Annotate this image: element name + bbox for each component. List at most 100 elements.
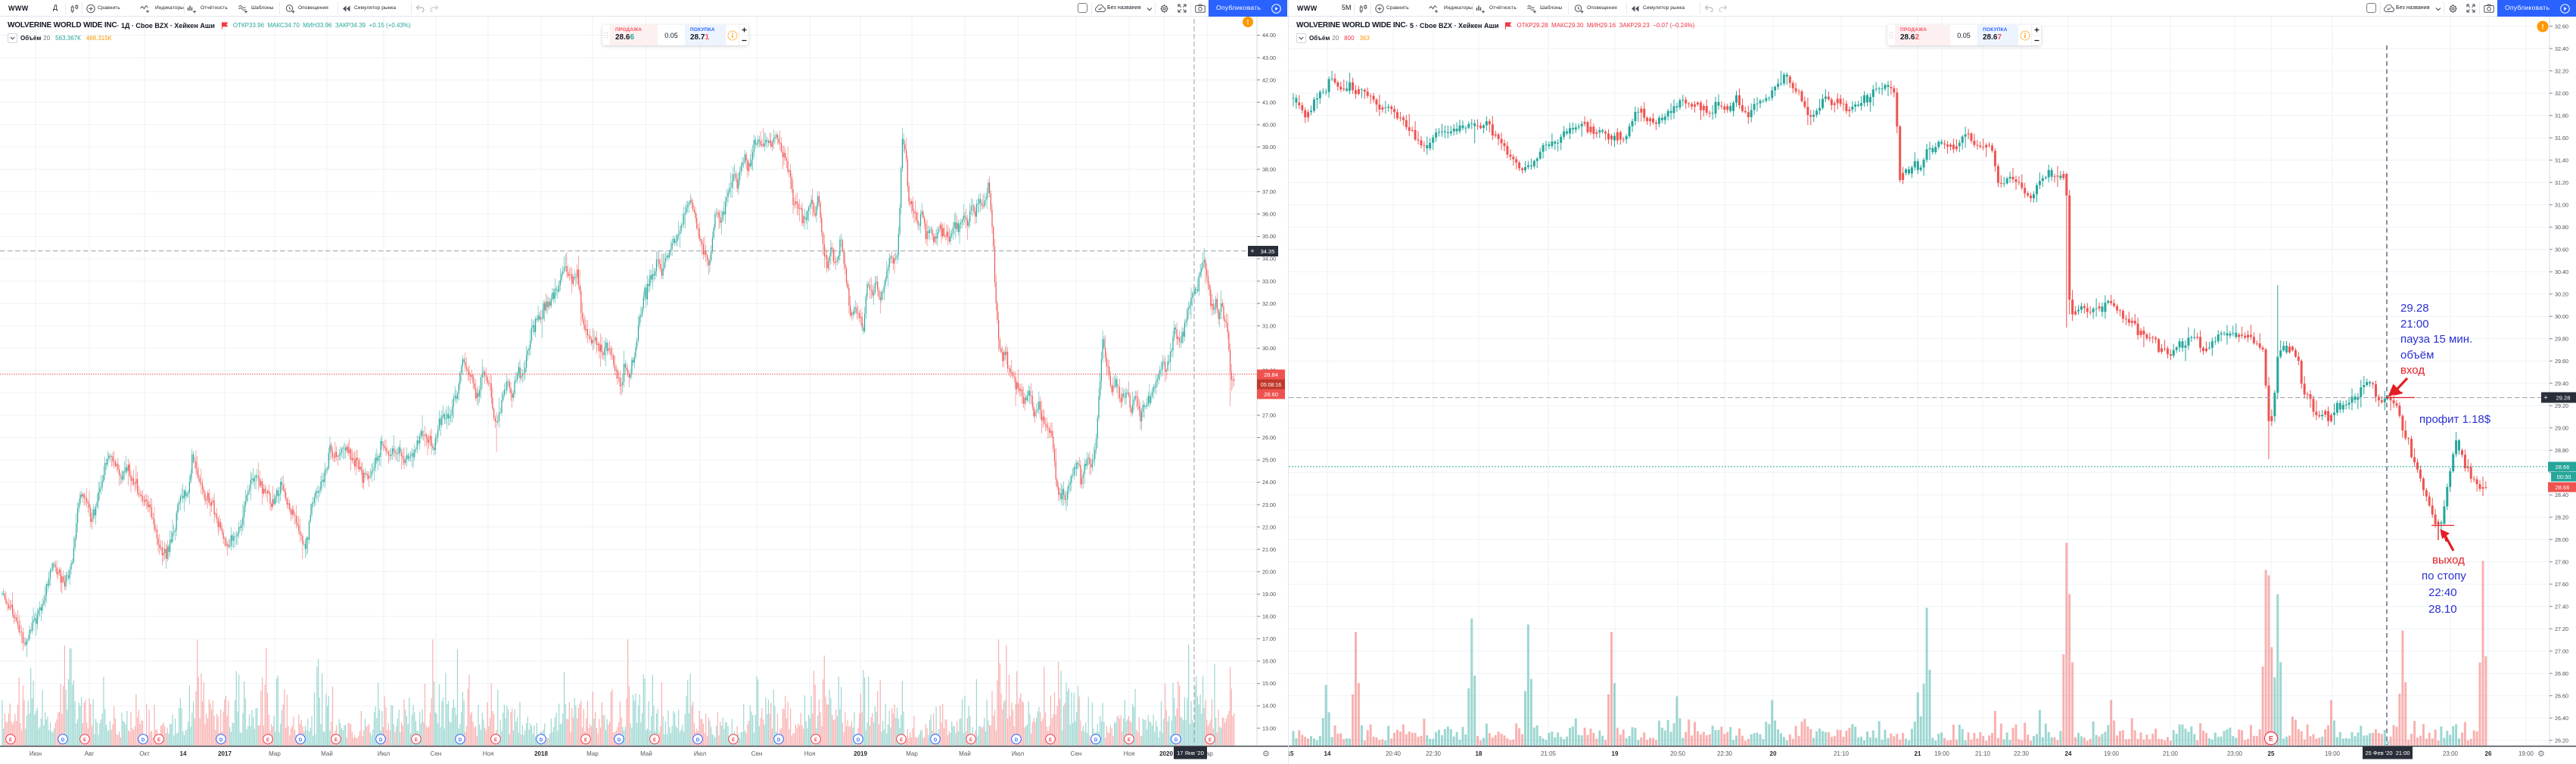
svg-text:Июн: Июн (30, 750, 42, 757)
svg-text:2020: 2020 (1159, 750, 1173, 757)
svg-text:18.00: 18.00 (1262, 613, 1276, 620)
svg-text:18: 18 (1476, 750, 1482, 757)
svg-text:2018: 2018 (534, 750, 548, 757)
svg-text:19:00: 19:00 (2104, 750, 2120, 757)
svg-text:Ноя: Ноя (804, 750, 816, 757)
svg-text:22:30: 22:30 (1717, 750, 1733, 757)
svg-text:31.40: 31.40 (2555, 157, 2568, 163)
svg-text:39.00: 39.00 (1262, 144, 1276, 151)
svg-text:29.20: 29.20 (2555, 402, 2568, 409)
svg-text:32.20: 32.20 (2555, 67, 2568, 74)
svg-text:Июл: Июл (1012, 750, 1025, 757)
svg-text:E: E (1128, 738, 1131, 743)
svg-text:33.00: 33.00 (1262, 278, 1276, 284)
svg-text:15: 15 (1289, 750, 1294, 757)
svg-text:17 Янв '20: 17 Янв '20 (1177, 750, 1204, 756)
svg-text:28.80: 28.80 (2555, 447, 2568, 454)
svg-text:34.00: 34.00 (1262, 256, 1276, 262)
svg-text:26.60: 26.60 (2555, 692, 2568, 699)
svg-text:30.60: 30.60 (2555, 246, 2568, 253)
svg-text:31.60: 31.60 (2555, 135, 2568, 141)
svg-text:D: D (540, 738, 543, 743)
svg-text:27.00: 27.00 (1262, 412, 1276, 419)
svg-text:+: + (1250, 247, 1254, 255)
svg-text:26.40: 26.40 (2555, 715, 2568, 722)
svg-text:25: 25 (2268, 750, 2275, 757)
svg-text:D: D (1015, 738, 1019, 743)
svg-text:29.80: 29.80 (2555, 335, 2568, 342)
svg-text:28.66: 28.66 (2556, 484, 2570, 491)
svg-text:2017: 2017 (218, 750, 232, 757)
svg-text:E: E (157, 738, 160, 743)
svg-text:E: E (653, 738, 656, 743)
svg-text:D: D (142, 738, 145, 743)
svg-text:D: D (379, 738, 383, 743)
svg-text:28.84: 28.84 (1264, 371, 1278, 378)
svg-text:28.00: 28.00 (2555, 536, 2568, 543)
svg-text:05:08:16: 05:08:16 (1261, 383, 1281, 388)
svg-text:E: E (2269, 735, 2273, 743)
svg-text:22:30: 22:30 (2014, 750, 2030, 757)
svg-text:13.00: 13.00 (1262, 725, 1276, 731)
svg-text:35.00: 35.00 (1262, 233, 1276, 240)
svg-text:+: + (2543, 394, 2547, 402)
svg-text:23:00: 23:00 (2443, 750, 2459, 757)
svg-text:!: ! (1247, 18, 1249, 26)
svg-text:D: D (1174, 738, 1178, 743)
svg-text:!: ! (2542, 23, 2544, 31)
svg-text:Мар: Мар (269, 750, 281, 757)
svg-text:28.66: 28.66 (2556, 464, 2570, 471)
svg-text:32.60: 32.60 (2555, 23, 2568, 30)
svg-text:Мар: Мар (586, 750, 599, 757)
svg-text:21:10: 21:10 (1975, 750, 1991, 757)
svg-text:26.80: 26.80 (2555, 670, 2568, 677)
svg-text:26: 26 (2485, 750, 2492, 757)
svg-text:30.40: 30.40 (2555, 269, 2568, 275)
svg-text:27.60: 27.60 (2555, 581, 2568, 588)
svg-text:21:05: 21:05 (1541, 750, 1557, 757)
svg-text:E: E (814, 738, 817, 743)
svg-text:40.00: 40.00 (1262, 121, 1276, 128)
svg-text:21: 21 (1915, 750, 1921, 757)
svg-text:D: D (777, 738, 781, 743)
svg-text:27.20: 27.20 (2555, 626, 2568, 632)
svg-text:Май: Май (959, 750, 971, 757)
svg-text:37.00: 37.00 (1262, 188, 1276, 195)
svg-text:19:00: 19:00 (2325, 750, 2341, 757)
svg-text:D: D (299, 738, 303, 743)
svg-text:14: 14 (180, 750, 187, 757)
svg-text:Ноя: Ноя (1124, 750, 1135, 757)
svg-text:E: E (969, 738, 972, 743)
svg-text:31.80: 31.80 (2555, 112, 2568, 119)
svg-text:Сен: Сен (751, 750, 763, 757)
svg-text:29.28: 29.28 (2556, 394, 2571, 401)
svg-text:27.00: 27.00 (2555, 648, 2568, 654)
svg-text:D: D (459, 738, 462, 743)
svg-text:34.35: 34.35 (1261, 248, 1275, 255)
svg-text:24.00: 24.00 (1262, 479, 1276, 486)
svg-text:32.00: 32.00 (1262, 300, 1276, 307)
svg-text:D: D (219, 738, 223, 743)
svg-text:28.40: 28.40 (2555, 492, 2568, 498)
svg-text:29.00: 29.00 (2555, 424, 2568, 431)
svg-text:2019: 2019 (854, 750, 867, 757)
svg-text:31.20: 31.20 (2555, 179, 2568, 186)
svg-text:23:00: 23:00 (2227, 750, 2243, 757)
svg-text:E: E (732, 738, 735, 743)
svg-text:29.40: 29.40 (2555, 380, 2568, 387)
svg-text:21:00: 21:00 (2163, 750, 2179, 757)
svg-text:25.00: 25.00 (1262, 457, 1276, 464)
svg-text:D: D (857, 738, 860, 743)
svg-text:Сен: Сен (431, 750, 442, 757)
svg-text:21.00: 21.00 (1262, 546, 1276, 553)
svg-text:E: E (584, 738, 587, 743)
svg-text:19: 19 (1612, 750, 1619, 757)
svg-text:Окт: Окт (139, 750, 150, 757)
svg-text:E: E (494, 738, 497, 743)
svg-text:24: 24 (2065, 750, 2072, 757)
svg-text:20:50: 20:50 (1670, 750, 1686, 757)
svg-text:36.00: 36.00 (1262, 211, 1276, 218)
svg-text:00:30: 00:30 (2557, 474, 2571, 480)
svg-text:Июл: Июл (378, 750, 390, 757)
svg-text:43.00: 43.00 (1262, 54, 1276, 61)
